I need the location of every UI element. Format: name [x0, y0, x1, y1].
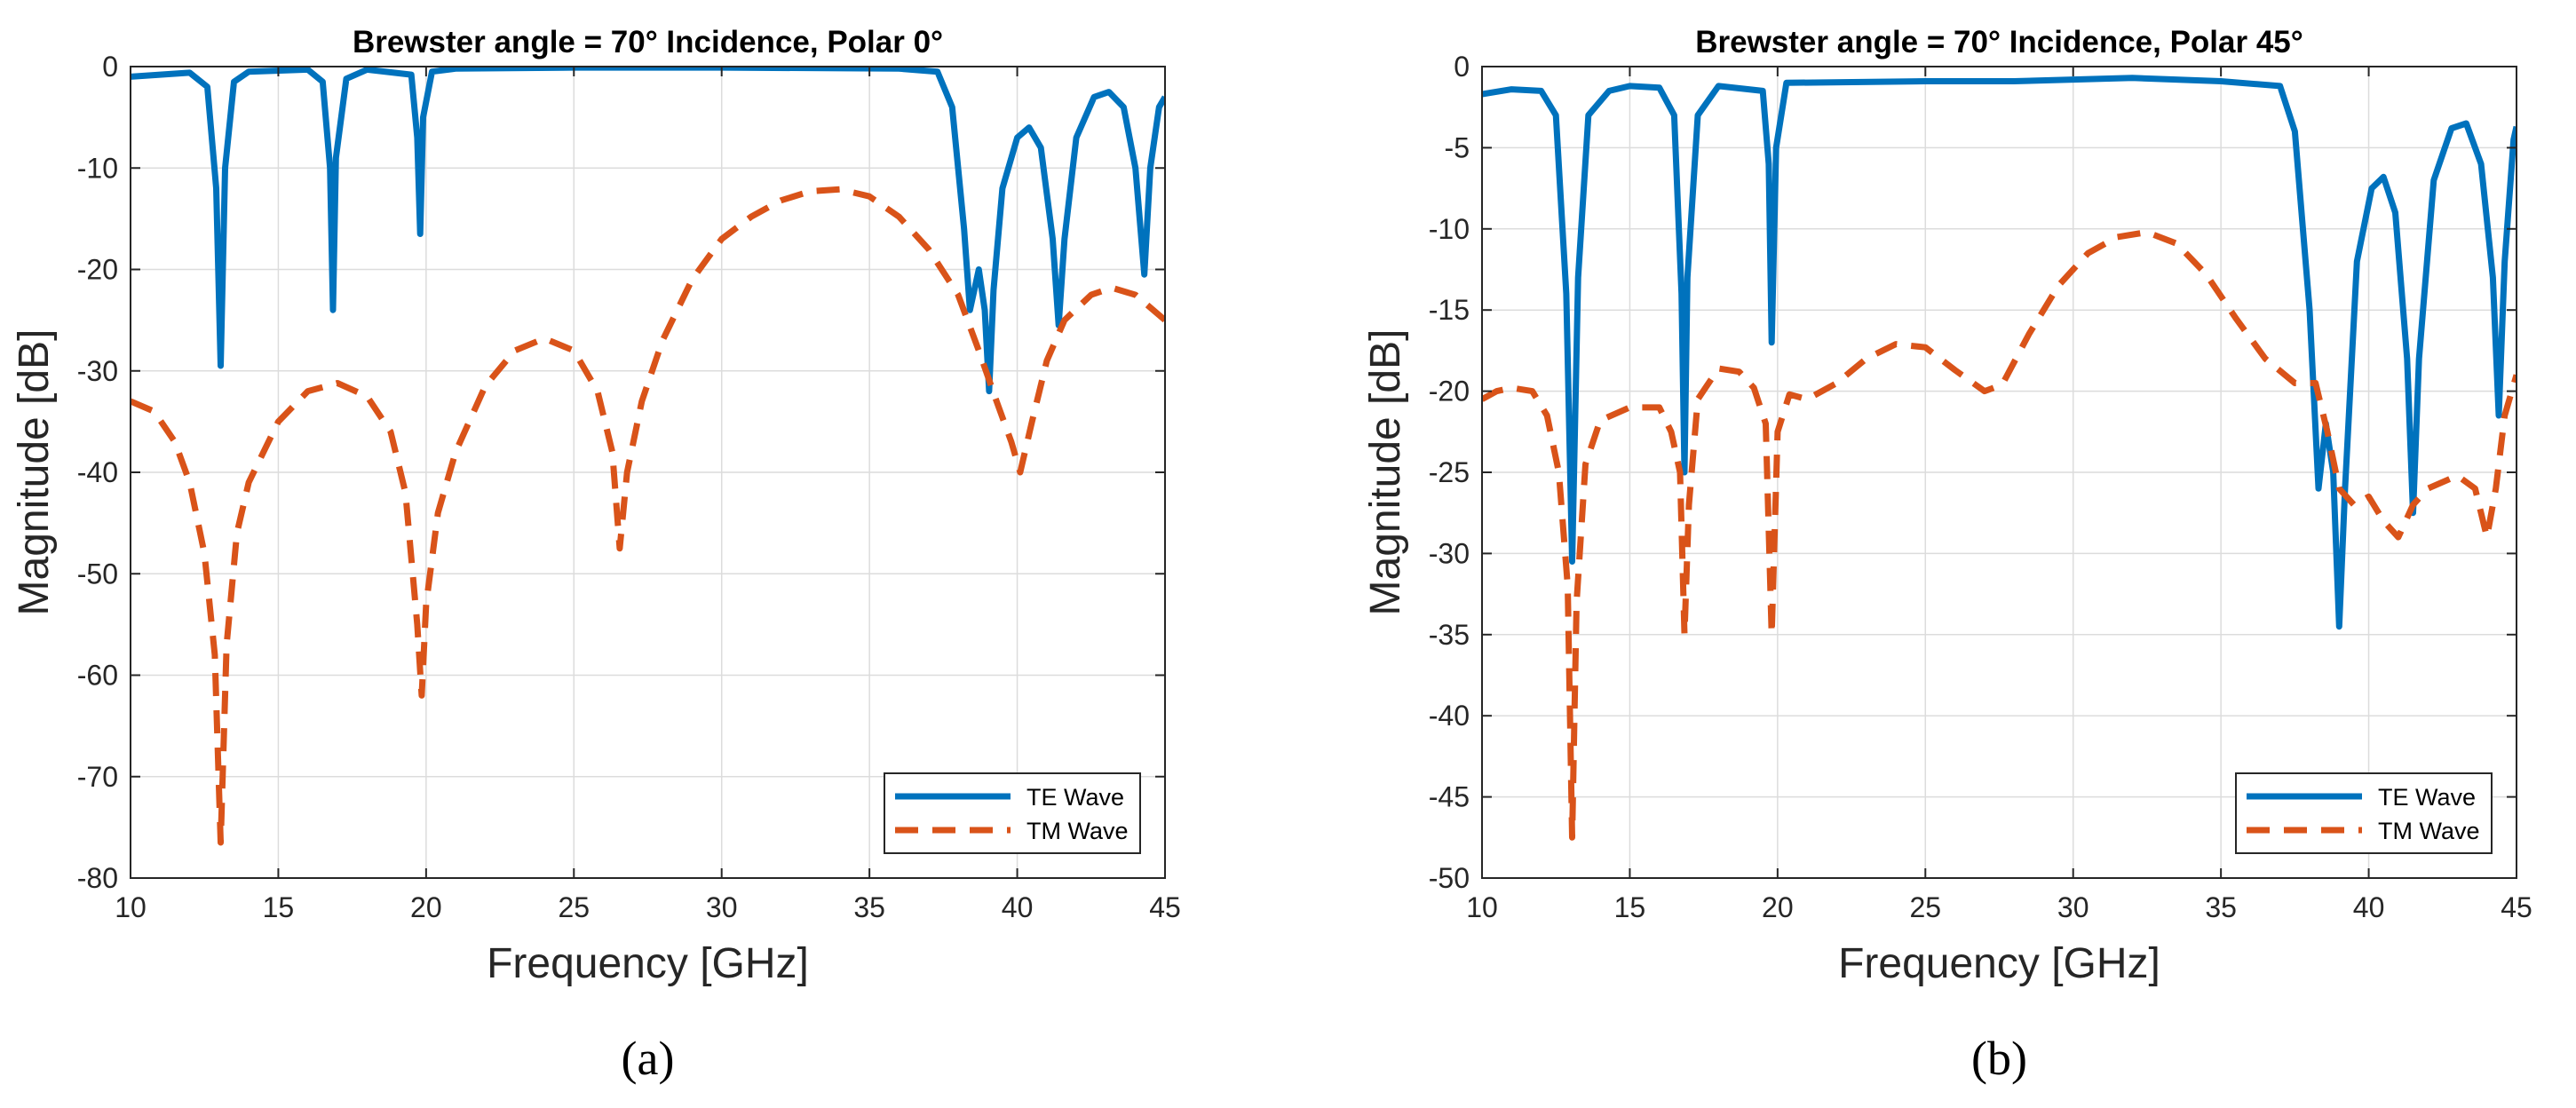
y-tick-label: -60 — [77, 660, 118, 692]
te-wave-line — [1482, 75, 2517, 630]
y-tick-label: -40 — [1429, 700, 1470, 732]
y-tick-label: -10 — [1429, 213, 1470, 245]
y-tick-label: -80 — [77, 862, 118, 894]
y-axis-label: Magnitude [dB] — [11, 329, 58, 616]
panel-caption: (a) — [622, 1032, 675, 1085]
y-tick-label: 0 — [102, 51, 118, 83]
series-group — [1482, 75, 2517, 841]
y-tick-label: -35 — [1429, 619, 1470, 651]
legend-label-tm: TM Wave — [2378, 818, 2480, 844]
tm-wave-line — [131, 186, 1165, 846]
legend-label-te: TE Wave — [2378, 784, 2476, 811]
chart-panel-b: 10 15 20 25 30 35 40 45 -50 -45 -40 -35 -30 -25 -20 -15… — [1360, 0, 2576, 1108]
y-tick-label: -30 — [1429, 537, 1470, 569]
x-tick-label: 25 — [1909, 891, 1941, 923]
ticks: 10 15 20 25 30 35 40 45-50-45-40-35-30-25-20-15… — [1429, 51, 2532, 923]
x-tick-label: 20 — [410, 891, 442, 923]
y-tick-label: -30 — [77, 355, 118, 387]
tm-wave-line — [1482, 229, 2517, 841]
legend-label-tm: TM Wave — [1026, 818, 1129, 844]
y-tick-label: 0 — [1454, 51, 1470, 83]
y-tick-label: -70 — [77, 761, 118, 793]
x-axis-label: Frequency [GHz] — [487, 940, 809, 987]
legend: TE Wave TM Wave — [884, 772, 1141, 854]
x-tick-label: 15 — [263, 891, 295, 923]
y-tick-label: -25 — [1429, 456, 1470, 488]
x-tick-label: 45 — [1149, 891, 1181, 923]
x-tick-label: 20 — [1762, 891, 1794, 923]
te-wave-line — [131, 67, 1165, 395]
legend-label-te: TE Wave — [1026, 784, 1124, 811]
x-tick-label: 35 — [853, 891, 885, 923]
chart-b: 10 15 20 25 30 35 40 45-50-45-40-35-30-25-20-15… — [1362, 25, 2532, 1085]
y-tick-label: -20 — [77, 254, 118, 286]
legend-box — [884, 772, 1141, 854]
y-tick-label: -50 — [77, 558, 118, 590]
chart-title: Brewster angle = 70° Incidence, Polar 0° — [353, 25, 943, 59]
x-tick-label: 25 — [558, 891, 590, 923]
legend: TE Wave TM Wave — [2235, 772, 2493, 854]
x-tick-label: 35 — [2205, 891, 2237, 923]
x-axis-label: Frequency [GHz] — [1838, 940, 2160, 987]
x-tick-label: 30 — [2057, 891, 2089, 923]
ticks: 10 15 20 25 30 35 40 45 -80 -70 -60 -50 -40 -30 -20 -10… — [77, 51, 1181, 923]
chart-panel-a: 10 15 20 25 30 35 40 45 -80 -70 -60 -50 -40 -30 -20 -10… — [0, 0, 1217, 1108]
chart-title: Brewster angle = 70° Incidence, Polar 45… — [1695, 25, 2303, 59]
y-tick-label: -20 — [1429, 376, 1470, 408]
chart-a: 10 15 20 25 30 35 40 45 -80 -70 -60 -50 -40 -30 -20 -10… — [11, 25, 1181, 1085]
x-tick-label: 40 — [2353, 891, 2385, 923]
x-tick-label: 15 — [1614, 891, 1646, 923]
y-tick-label: -45 — [1429, 781, 1470, 813]
y-axis-label: Magnitude [dB] — [1362, 329, 1409, 616]
y-tick-label: -10 — [77, 152, 118, 184]
series-group — [131, 67, 1165, 846]
y-tick-label: -5 — [1445, 131, 1470, 163]
legend-box — [2235, 772, 2493, 854]
x-tick-label: 45 — [2501, 891, 2532, 923]
panel-caption: (b) — [1971, 1032, 2027, 1085]
y-tick-label: -50 — [1429, 862, 1470, 894]
y-tick-label: -15 — [1429, 294, 1470, 326]
x-tick-label: 30 — [706, 891, 738, 923]
x-tick-label: 10 — [1466, 891, 1498, 923]
x-tick-label: 10 — [115, 891, 147, 923]
x-tick-label: 40 — [1002, 891, 1034, 923]
y-tick-label: -40 — [77, 456, 118, 488]
